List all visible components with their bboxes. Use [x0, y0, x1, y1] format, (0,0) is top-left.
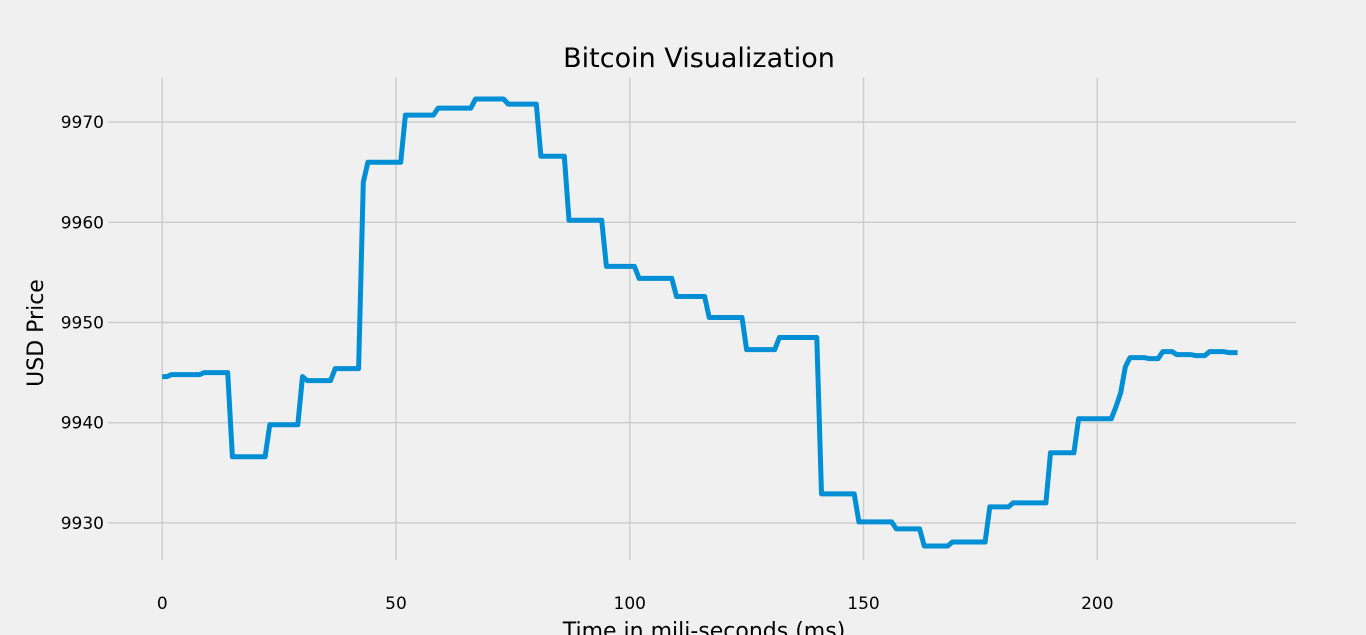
x-tick-label: 150	[847, 594, 879, 614]
series-line	[162, 96, 1238, 549]
y-tick-label: 9970	[61, 113, 104, 133]
y-axis-label: USD Price	[24, 279, 49, 387]
x-tick-label: 0	[157, 594, 168, 614]
chart-title: Bitcoin Visualization	[563, 43, 835, 74]
x-tick-label: 200	[1081, 594, 1113, 614]
y-tick-label: 9960	[61, 213, 104, 233]
x-axis-label: Time in mili-seconds (ms)	[562, 619, 846, 635]
x-tick-label: 50	[385, 594, 407, 614]
y-tick-label: 9930	[61, 514, 104, 534]
x-tick-label: 100	[614, 594, 646, 614]
y-tick-label: 9940	[61, 414, 104, 434]
tick-labels: 0 50 100 150 200 9930 9940 9950 9960 9970	[61, 113, 1114, 614]
y-tick-label: 9950	[61, 314, 104, 334]
grid	[108, 78, 1296, 560]
